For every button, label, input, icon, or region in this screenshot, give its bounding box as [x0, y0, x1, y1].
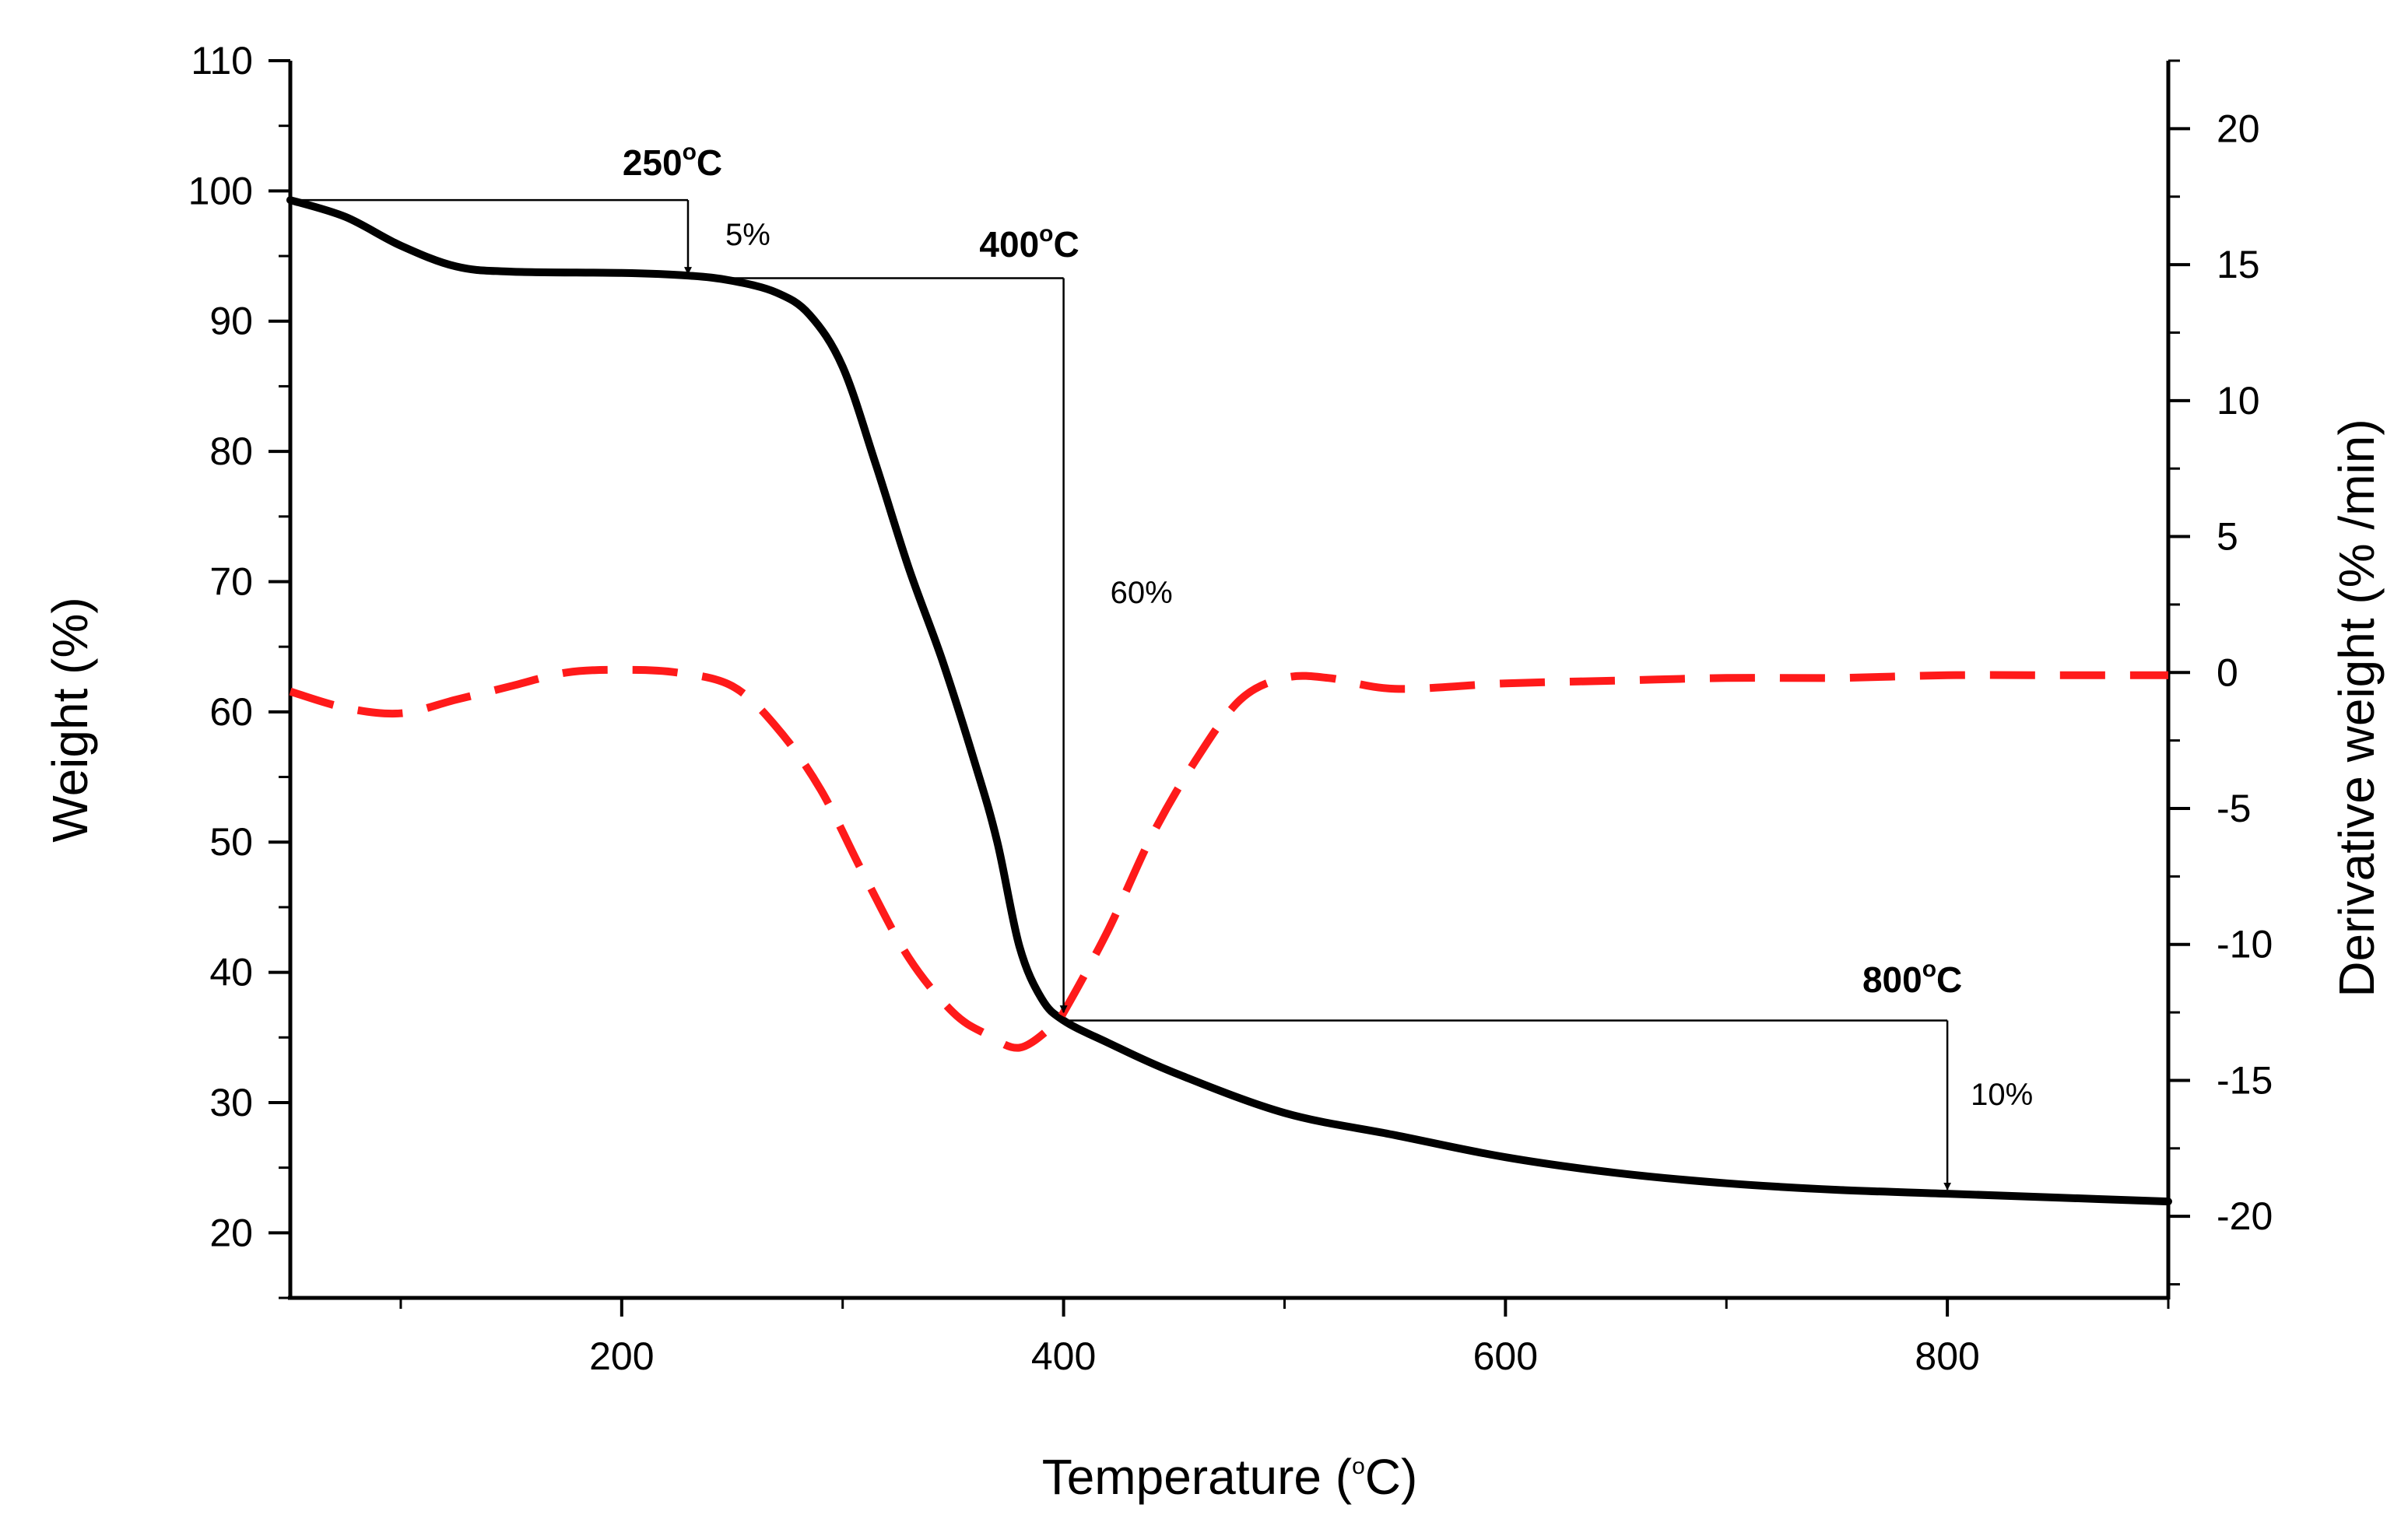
x-axis-title: Temperature (oC) — [1042, 1449, 1418, 1505]
annotation-0-percent-label: 5% — [725, 218, 770, 252]
x-tick-label-400: 400 — [1031, 1334, 1096, 1378]
y-tick-label-110: 110 — [191, 39, 253, 82]
y-tick-label-100: 100 — [188, 169, 253, 212]
weight-series-line — [286, 196, 2172, 1206]
y2-tick-label-5: 5 — [2217, 515, 2238, 559]
annotation-1-temperature-label: 400oC — [979, 221, 1079, 265]
annotation-2-percent-label: 10% — [1971, 1078, 2033, 1112]
y2-tick-label-15: 15 — [2217, 243, 2260, 286]
y-tick-label-50: 50 — [209, 820, 253, 864]
annotation-0-temperature-label: 250oC — [623, 139, 722, 183]
annotation-2-temperature-label: 800oC — [1862, 956, 1962, 1000]
x-axis-title-superscript: o — [1352, 1454, 1365, 1479]
y2-tick-label-0: 0 — [2217, 651, 2238, 694]
derivative-weight-series-line — [289, 665, 2168, 1052]
y2-tick-label-20: 20 — [2217, 107, 2260, 150]
y-tick-label-40: 40 — [209, 951, 253, 994]
y-tick-label-90: 90 — [209, 300, 253, 343]
y2-tick-label--10: -10 — [2217, 923, 2273, 966]
right-y-axis-title: Derivative weight (% /min) — [2329, 419, 2385, 997]
y-tick-label-80: 80 — [209, 430, 253, 473]
y2-tick-label--15: -15 — [2217, 1058, 2273, 1102]
y-tick-label-20: 20 — [209, 1211, 253, 1254]
y-tick-label-60: 60 — [209, 690, 253, 734]
y2-tick-label--20: -20 — [2217, 1194, 2273, 1238]
y2-tick-label-10: 10 — [2217, 379, 2260, 423]
x-tick-label-800: 800 — [1915, 1334, 1979, 1378]
left-y-axis-title: Weight (%) — [42, 597, 98, 842]
annotation-1-percent-label: 60% — [1111, 576, 1173, 610]
y2-tick-label--5: -5 — [2217, 787, 2251, 830]
y-tick-label-30: 30 — [209, 1081, 253, 1124]
y-tick-label-70: 70 — [209, 559, 253, 603]
x-tick-label-200: 200 — [589, 1334, 654, 1378]
x-tick-label-600: 600 — [1473, 1334, 1538, 1378]
